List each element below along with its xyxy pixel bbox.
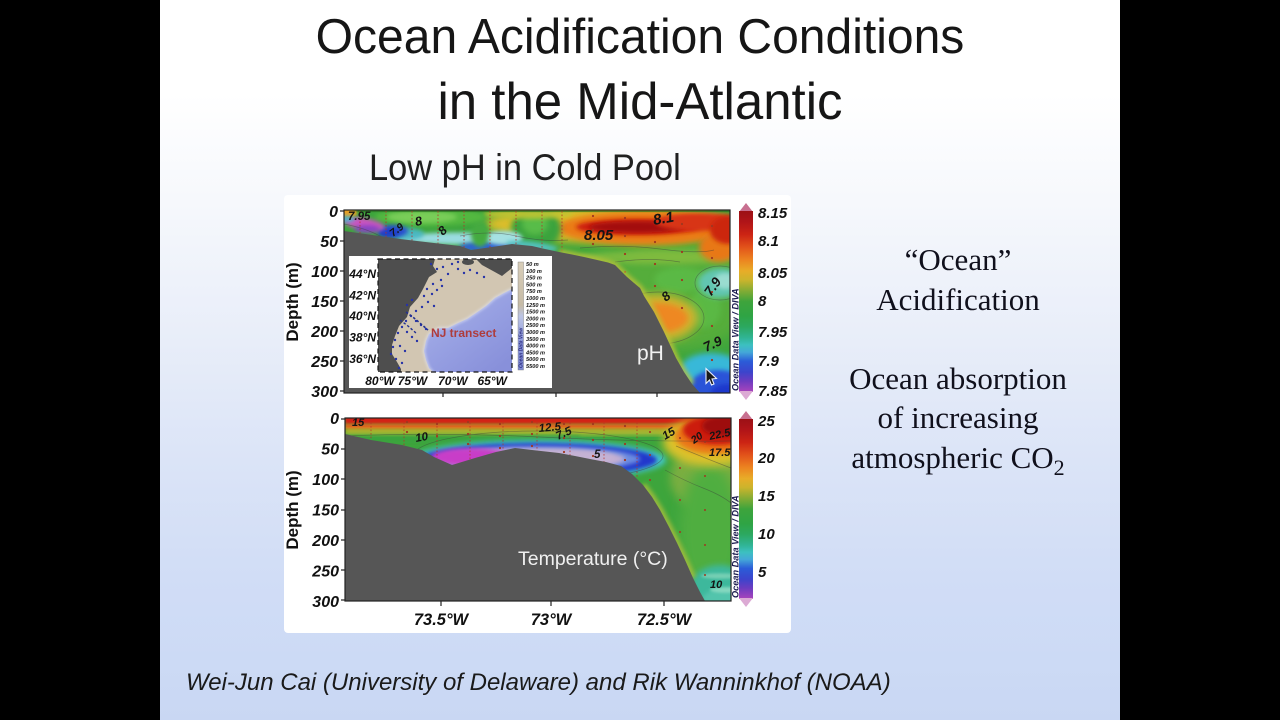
svg-text:7.9: 7.9 xyxy=(701,333,725,355)
svg-text:15: 15 xyxy=(758,488,775,505)
svg-text:750 m: 750 m xyxy=(526,289,542,295)
svg-text:20: 20 xyxy=(757,450,775,467)
svg-text:44°N: 44°N xyxy=(348,267,376,281)
svg-text:8.05: 8.05 xyxy=(758,265,788,282)
svg-text:65°W: 65°W xyxy=(477,374,508,388)
svg-text:10: 10 xyxy=(758,526,775,543)
svg-text:73°W: 73°W xyxy=(531,611,573,629)
svg-text:1500 m: 1500 m xyxy=(526,310,545,316)
svg-text:38°N: 38°N xyxy=(349,331,376,345)
svg-text:250: 250 xyxy=(310,354,338,371)
svg-text:200: 200 xyxy=(310,324,338,341)
svg-text:8: 8 xyxy=(414,214,424,229)
svg-text:50: 50 xyxy=(321,442,339,459)
svg-text:50 m: 50 m xyxy=(526,262,539,268)
svg-text:300: 300 xyxy=(312,594,339,611)
svg-text:300: 300 xyxy=(311,384,338,401)
svg-text:72.5°W: 72.5°W xyxy=(637,611,693,629)
svg-text:NJ transect: NJ transect xyxy=(431,326,496,340)
svg-text:pH: pH xyxy=(637,342,664,365)
svg-text:250: 250 xyxy=(311,564,339,581)
svg-text:250 m: 250 m xyxy=(525,276,542,282)
svg-text:4000 m: 4000 m xyxy=(525,344,545,350)
svg-text:73.5°W: 73.5°W xyxy=(414,611,470,629)
svg-text:150: 150 xyxy=(311,294,338,311)
svg-text:3500 m: 3500 m xyxy=(526,337,545,343)
svg-text:10: 10 xyxy=(710,579,723,591)
svg-text:50: 50 xyxy=(320,234,338,251)
svg-text:Temperature (°C): Temperature (°C) xyxy=(518,548,668,570)
svg-text:3000 m: 3000 m xyxy=(526,330,545,336)
svg-text:500 m: 500 m xyxy=(526,282,542,288)
svg-text:1000 m: 1000 m xyxy=(526,296,545,302)
svg-text:40°N: 40°N xyxy=(348,309,376,323)
svg-text:42°N: 42°N xyxy=(348,289,376,303)
svg-text:5000 m: 5000 m xyxy=(526,357,545,363)
svg-text:100 m: 100 m xyxy=(526,269,542,275)
svg-text:15: 15 xyxy=(661,426,679,443)
svg-text:Depth (m): Depth (m) xyxy=(283,262,302,341)
svg-text:2000 m: 2000 m xyxy=(525,316,545,322)
svg-text:Ocean Data View / DIVA: Ocean Data View / DIVA xyxy=(731,495,741,598)
svg-text:8.1: 8.1 xyxy=(758,233,779,250)
svg-text:36°N: 36°N xyxy=(349,352,376,366)
svg-text:75°W: 75°W xyxy=(398,374,429,388)
svg-text:17.5: 17.5 xyxy=(709,447,731,459)
svg-text:8.05: 8.05 xyxy=(584,227,614,244)
svg-text:100: 100 xyxy=(311,264,338,281)
svg-text:150: 150 xyxy=(312,503,339,520)
svg-text:100: 100 xyxy=(312,472,339,489)
svg-text:5500 m: 5500 m xyxy=(526,364,545,370)
svg-text:2500 m: 2500 m xyxy=(525,323,545,329)
svg-text:5: 5 xyxy=(594,449,601,461)
svg-text:7.95: 7.95 xyxy=(348,211,371,223)
svg-text:8.15: 8.15 xyxy=(758,205,788,222)
svg-text:0: 0 xyxy=(329,204,338,221)
svg-text:Depth (m): Depth (m) xyxy=(283,470,302,549)
svg-text:7.85: 7.85 xyxy=(758,383,788,400)
svg-text:0: 0 xyxy=(330,411,339,428)
svg-text:7.95: 7.95 xyxy=(758,324,788,341)
svg-text:15: 15 xyxy=(352,417,365,429)
svg-text:5: 5 xyxy=(758,564,767,581)
svg-text:25: 25 xyxy=(757,413,775,430)
svg-text:4500 m: 4500 m xyxy=(525,350,545,356)
svg-text:22.5: 22.5 xyxy=(707,427,732,444)
svg-text:1250 m: 1250 m xyxy=(526,303,545,309)
svg-text:Ocean Data View / DIVA: Ocean Data View / DIVA xyxy=(731,288,741,391)
svg-text:8.1: 8.1 xyxy=(652,209,675,229)
svg-text:80°W: 80°W xyxy=(365,374,396,388)
svg-text:7.9: 7.9 xyxy=(758,353,780,370)
svg-text:10: 10 xyxy=(414,431,429,445)
svg-text:12.5: 12.5 xyxy=(538,421,562,435)
svg-text:8: 8 xyxy=(758,293,767,310)
svg-text:70°W: 70°W xyxy=(438,374,469,388)
svg-text:200: 200 xyxy=(311,533,339,550)
svg-text:Ocean Data View: Ocean Data View xyxy=(519,327,525,368)
